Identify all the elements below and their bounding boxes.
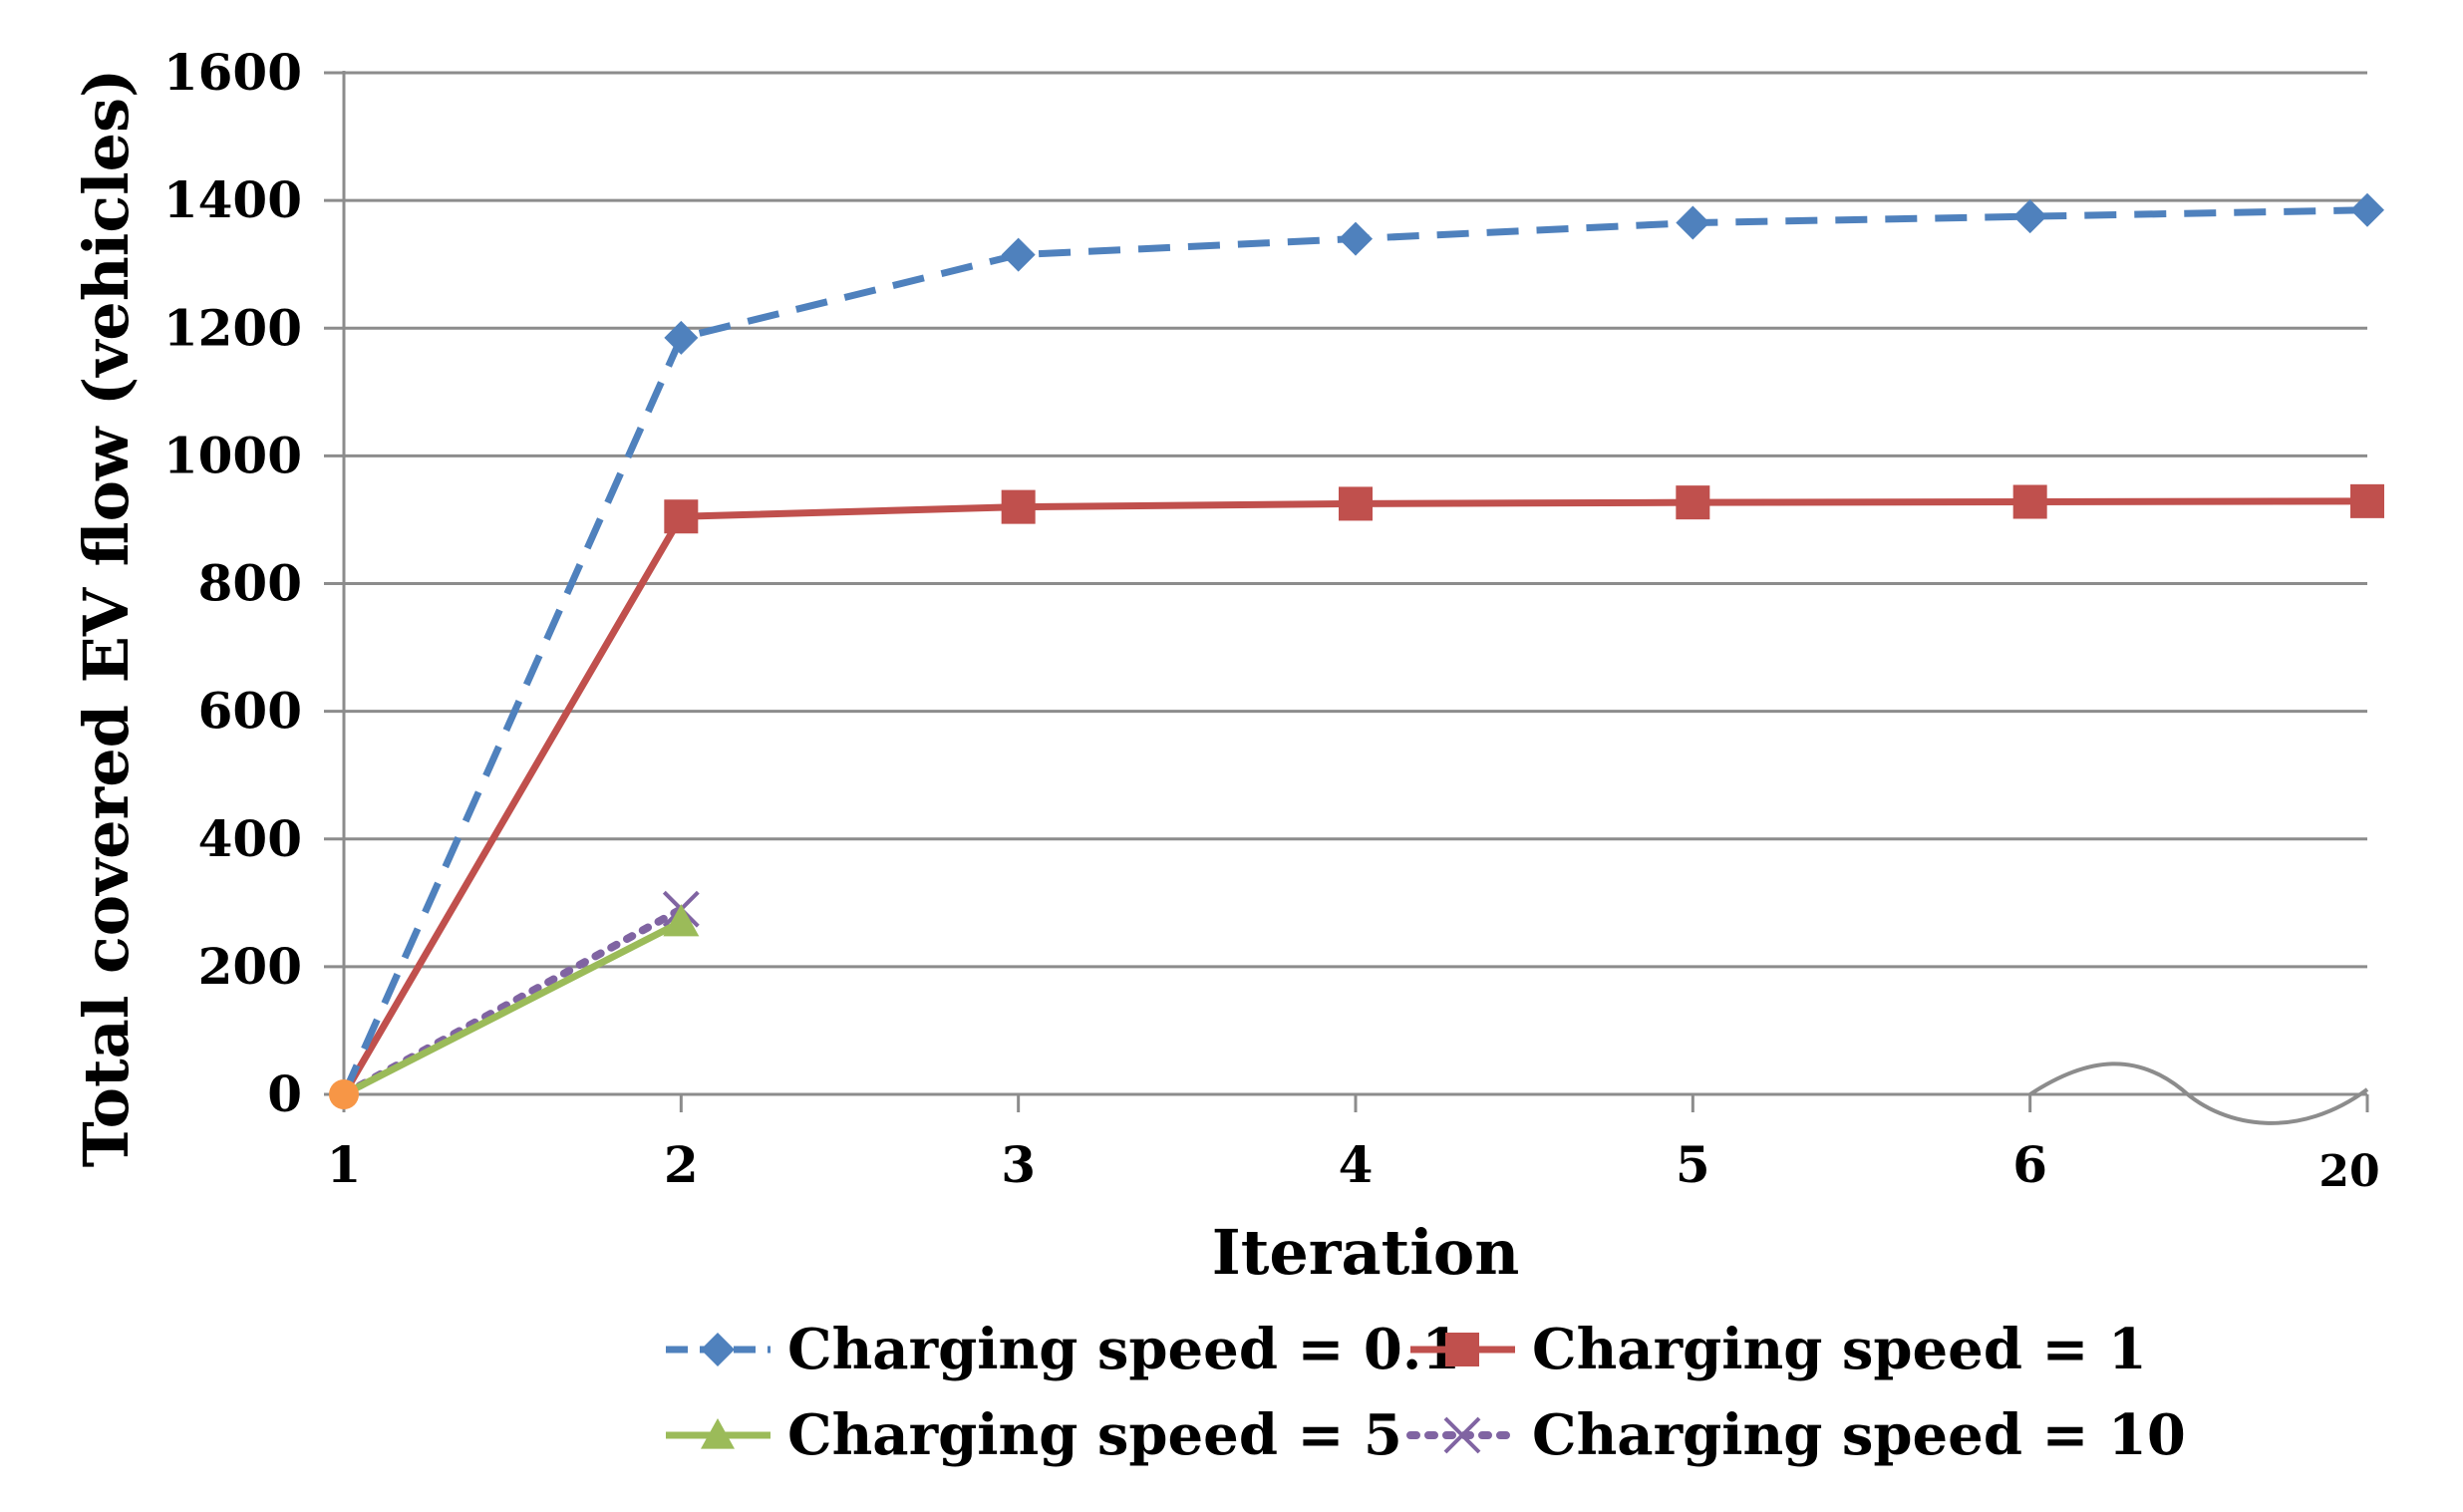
y-tick-label-1000: 1000 [163, 426, 302, 484]
series-charging-speed-1-point-4 [1339, 486, 1373, 521]
series-charging-speed-0_1-line [340, 206, 2368, 1096]
y-tick-label-400: 400 [198, 809, 302, 868]
y-tick-label-0: 0 [267, 1064, 302, 1123]
legend-item-3: Charging speed = 5 [666, 1402, 1402, 1468]
y-tick-label-1600: 1600 [163, 43, 302, 102]
series-charging-speed-5-line [342, 918, 683, 1098]
series-charging-speed-1-point-3 [1001, 489, 1036, 524]
x-tick-label-4: 4 [1339, 1135, 1374, 1194]
x-axis-title: Iteration [1212, 1216, 1520, 1289]
series-charging-speed-1-point-5 [1676, 485, 1710, 520]
series-charging-speed-0_1 [340, 192, 2384, 1096]
legend-item-3-label: Charging speed = 5 [787, 1402, 1402, 1468]
legend-item-2-label: Charging speed = 1 [1532, 1317, 2147, 1382]
series-charging-speed-0_1-point-5 [1676, 205, 1710, 240]
axis-break-curve [2028, 1061, 2369, 1125]
start-point-marker [329, 1079, 359, 1109]
legend-item-1-label: Charging speed = 0.1 [787, 1317, 1460, 1382]
x-tick-label-1: 1 [327, 1135, 362, 1194]
y-tick-label-1400: 1400 [163, 170, 302, 229]
series-charging-speed-0_1-point-6 [2012, 199, 2047, 234]
y-tick-labels: 0 200 400 600 800 1000 1200 1400 1600 [163, 43, 302, 1123]
series-charging-speed-1-point-20 [2350, 483, 2384, 518]
x-tick-label-3: 3 [1001, 1135, 1036, 1194]
y-tick-label-1200: 1200 [163, 298, 302, 357]
legend-item-1: Charging speed = 0.1 [666, 1317, 1460, 1382]
y-axis-title: Total covered EV flow (vehicles) [70, 69, 143, 1168]
x-tick-label-20: 20 [2318, 1146, 2379, 1197]
x-tick-label-5: 5 [1676, 1135, 1710, 1194]
legend-item-3-swatch-marker [701, 1418, 735, 1449]
legend-item-1-swatch-marker [701, 1333, 735, 1366]
series [329, 192, 2384, 1109]
x-tick-labels: 1 2 3 4 5 6 20 [327, 1135, 2380, 1197]
y-tick-label-800: 800 [198, 554, 302, 613]
legend-item-2-swatch-marker [1445, 1333, 1479, 1366]
x-tick-label-6: 6 [2012, 1135, 2047, 1194]
series-charging-speed-0_1-point-20 [2350, 192, 2384, 227]
y-tick-label-200: 200 [198, 937, 302, 996]
legend-item-4-label: Charging speed = 10 [1532, 1402, 2186, 1468]
series-charging-speed-5-point-2 [663, 904, 700, 937]
legend-item-2: Charging speed = 1 [1410, 1317, 2147, 1382]
series-charging-speed-1-point-2 [664, 499, 699, 534]
x-tick-label-2: 2 [664, 1135, 699, 1194]
series-charging-speed-5 [342, 904, 700, 1098]
series-charging-speed-0_1-point-3 [1001, 237, 1036, 272]
series-charging-speed-0_1-point-2 [664, 320, 699, 355]
legend-item-4-swatch-marker [1443, 1416, 1481, 1454]
series-charging-speed-10-line [340, 905, 686, 1098]
axis-break [2028, 1061, 2369, 1125]
series-charging-speed-1 [340, 483, 2384, 1096]
gridlines [324, 71, 2367, 1096]
series-charging-speed-1-line [340, 497, 2368, 1096]
series-charging-speed-0_1-point-4 [1339, 221, 1373, 256]
y-tick-label-600: 600 [198, 682, 302, 741]
series-charging-speed-1-point-6 [2012, 484, 2047, 519]
legend: Charging speed = 0.1 Charging speed = 1 Ch… [666, 1317, 2186, 1468]
legend-item-4: Charging speed = 10 [1406, 1402, 2186, 1468]
